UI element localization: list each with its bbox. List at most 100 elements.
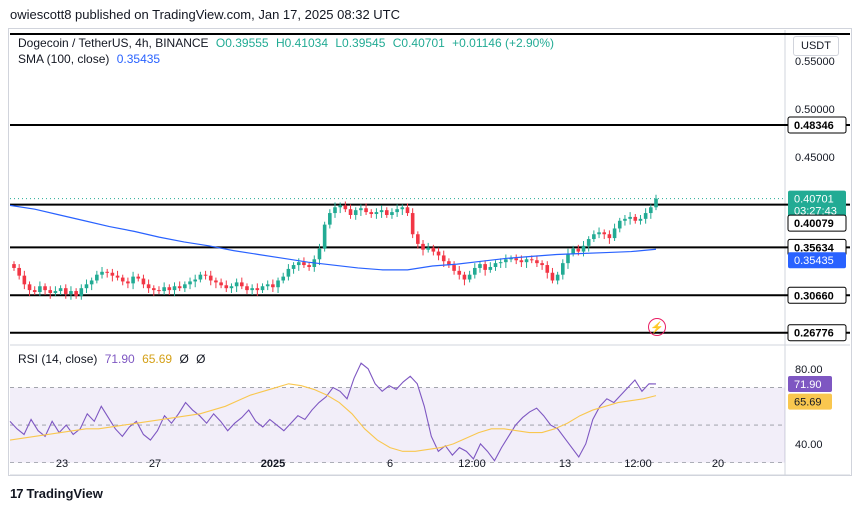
- candle-body: [22, 275, 27, 285]
- candle-body: [441, 255, 446, 262]
- publisher-line: owiescott8 published on TradingView.com,…: [10, 7, 400, 22]
- price-tag: 0.40701: [788, 190, 846, 207]
- currency-button[interactable]: USDT: [793, 36, 839, 56]
- candle-body: [27, 284, 32, 291]
- candle-body: [472, 267, 477, 275]
- candle-body: [58, 288, 63, 292]
- price-tag-label: 0.40701: [794, 194, 834, 206]
- candle-body: [384, 210, 389, 215]
- candle-body: [410, 213, 415, 235]
- candle-body: [576, 248, 581, 252]
- candle-body: [498, 262, 503, 264]
- candle-body: [581, 245, 586, 252]
- candle-body: [250, 288, 254, 291]
- rsi-label[interactable]: RSI (14, close): [18, 352, 98, 366]
- candle-body: [276, 280, 280, 288]
- candle-body: [628, 216, 632, 219]
- candle-body: [369, 212, 374, 215]
- candle-body: [115, 275, 120, 278]
- candle-body: [483, 264, 487, 270]
- symbol-legend: Dogecoin / TetherUS, 4h, BINANCE O0.3955…: [18, 36, 558, 50]
- candle-body: [271, 284, 275, 288]
- candle-body: [638, 218, 643, 221]
- rsi-ma-value: 65.69: [142, 352, 173, 366]
- candle-body: [452, 265, 456, 271]
- symbol-title[interactable]: Dogecoin / TetherUS, 4h, BINANCE: [18, 36, 209, 50]
- candle-body: [353, 210, 358, 215]
- sma-label[interactable]: SMA (100, close): [18, 52, 110, 66]
- price-tag-label: 0.35634: [794, 242, 835, 254]
- y-tick-label: 0.55000: [795, 56, 835, 68]
- candle-body: [203, 274, 208, 276]
- price-tag-bg: [788, 252, 846, 269]
- candle-body: [478, 264, 482, 268]
- price-tag: 0.48346: [787, 116, 847, 134]
- candle-body: [586, 239, 591, 246]
- price-tag-label: 0.35435: [794, 255, 834, 267]
- rsi-tick-label: 80.00: [795, 364, 823, 376]
- candle-body: [198, 274, 203, 280]
- candle-body: [405, 207, 410, 214]
- x-tick-label: 12:00: [624, 458, 652, 470]
- close-value: C0.40701: [392, 36, 445, 50]
- x-tick-label: 6: [387, 458, 393, 470]
- candle-body: [649, 207, 653, 214]
- candle-body: [343, 205, 348, 210]
- rsi-value-tag: [788, 393, 832, 410]
- low-value: L0.39545: [335, 36, 386, 50]
- candle-body: [12, 264, 16, 268]
- tradingview-logo: 17 TradingView: [10, 486, 103, 501]
- sma-line: [9, 204, 657, 271]
- price-tag: 0.30660: [787, 286, 847, 304]
- rsi-ma-line: [9, 383, 657, 452]
- candle-body: [281, 276, 286, 281]
- candle-body: [105, 271, 109, 273]
- candle-body: [426, 247, 430, 250]
- rsi-line: [9, 362, 657, 462]
- price-tag: 03:27:43: [788, 202, 846, 219]
- candle-body: [100, 271, 104, 275]
- lightning-icon[interactable]: ⚡: [648, 318, 666, 336]
- candle-body: [359, 208, 363, 211]
- candle-body: [38, 286, 42, 293]
- candle-body: [255, 288, 260, 291]
- candle-body: [317, 248, 322, 260]
- candle-body: [374, 212, 379, 215]
- candle-body: [561, 263, 565, 275]
- candle-body: [416, 234, 420, 244]
- candle-body: [607, 234, 612, 239]
- candle-body: [617, 220, 622, 229]
- candle-body: [120, 277, 125, 282]
- price-tag-bg: [787, 286, 847, 304]
- candle-body: [400, 207, 405, 210]
- candle-body: [390, 212, 394, 215]
- candle-body: [63, 288, 68, 294]
- y-tick-label: 0.45000: [795, 152, 835, 164]
- candle-body: [157, 290, 161, 292]
- candle-body: [545, 265, 550, 273]
- candle-body: [245, 286, 249, 291]
- candle-body: [162, 287, 166, 292]
- tv-logo-icon: 17: [10, 486, 24, 501]
- rsi-value: 71.90: [104, 352, 135, 366]
- candle-body: [95, 274, 99, 281]
- rsi-tick-label: 40.00: [795, 439, 823, 451]
- rsi-extra-2: Ø: [196, 352, 206, 366]
- price-tag-bg: [787, 214, 847, 232]
- candle-body: [89, 280, 94, 285]
- candle-body: [69, 291, 73, 294]
- candle-body: [291, 265, 296, 269]
- price-tag-bg: [788, 190, 846, 207]
- candle-body: [540, 263, 544, 266]
- x-tick-label: 27: [149, 458, 161, 470]
- candle-body: [597, 232, 601, 235]
- price-tag-label: 03:27:43: [794, 206, 837, 218]
- candle-body: [524, 259, 529, 263]
- x-tick-label: 13: [559, 458, 571, 470]
- candle-body: [436, 251, 441, 256]
- candle-body: [654, 198, 658, 208]
- candle-body: [43, 286, 47, 291]
- candle-body: [32, 290, 37, 293]
- candle-body: [592, 234, 596, 240]
